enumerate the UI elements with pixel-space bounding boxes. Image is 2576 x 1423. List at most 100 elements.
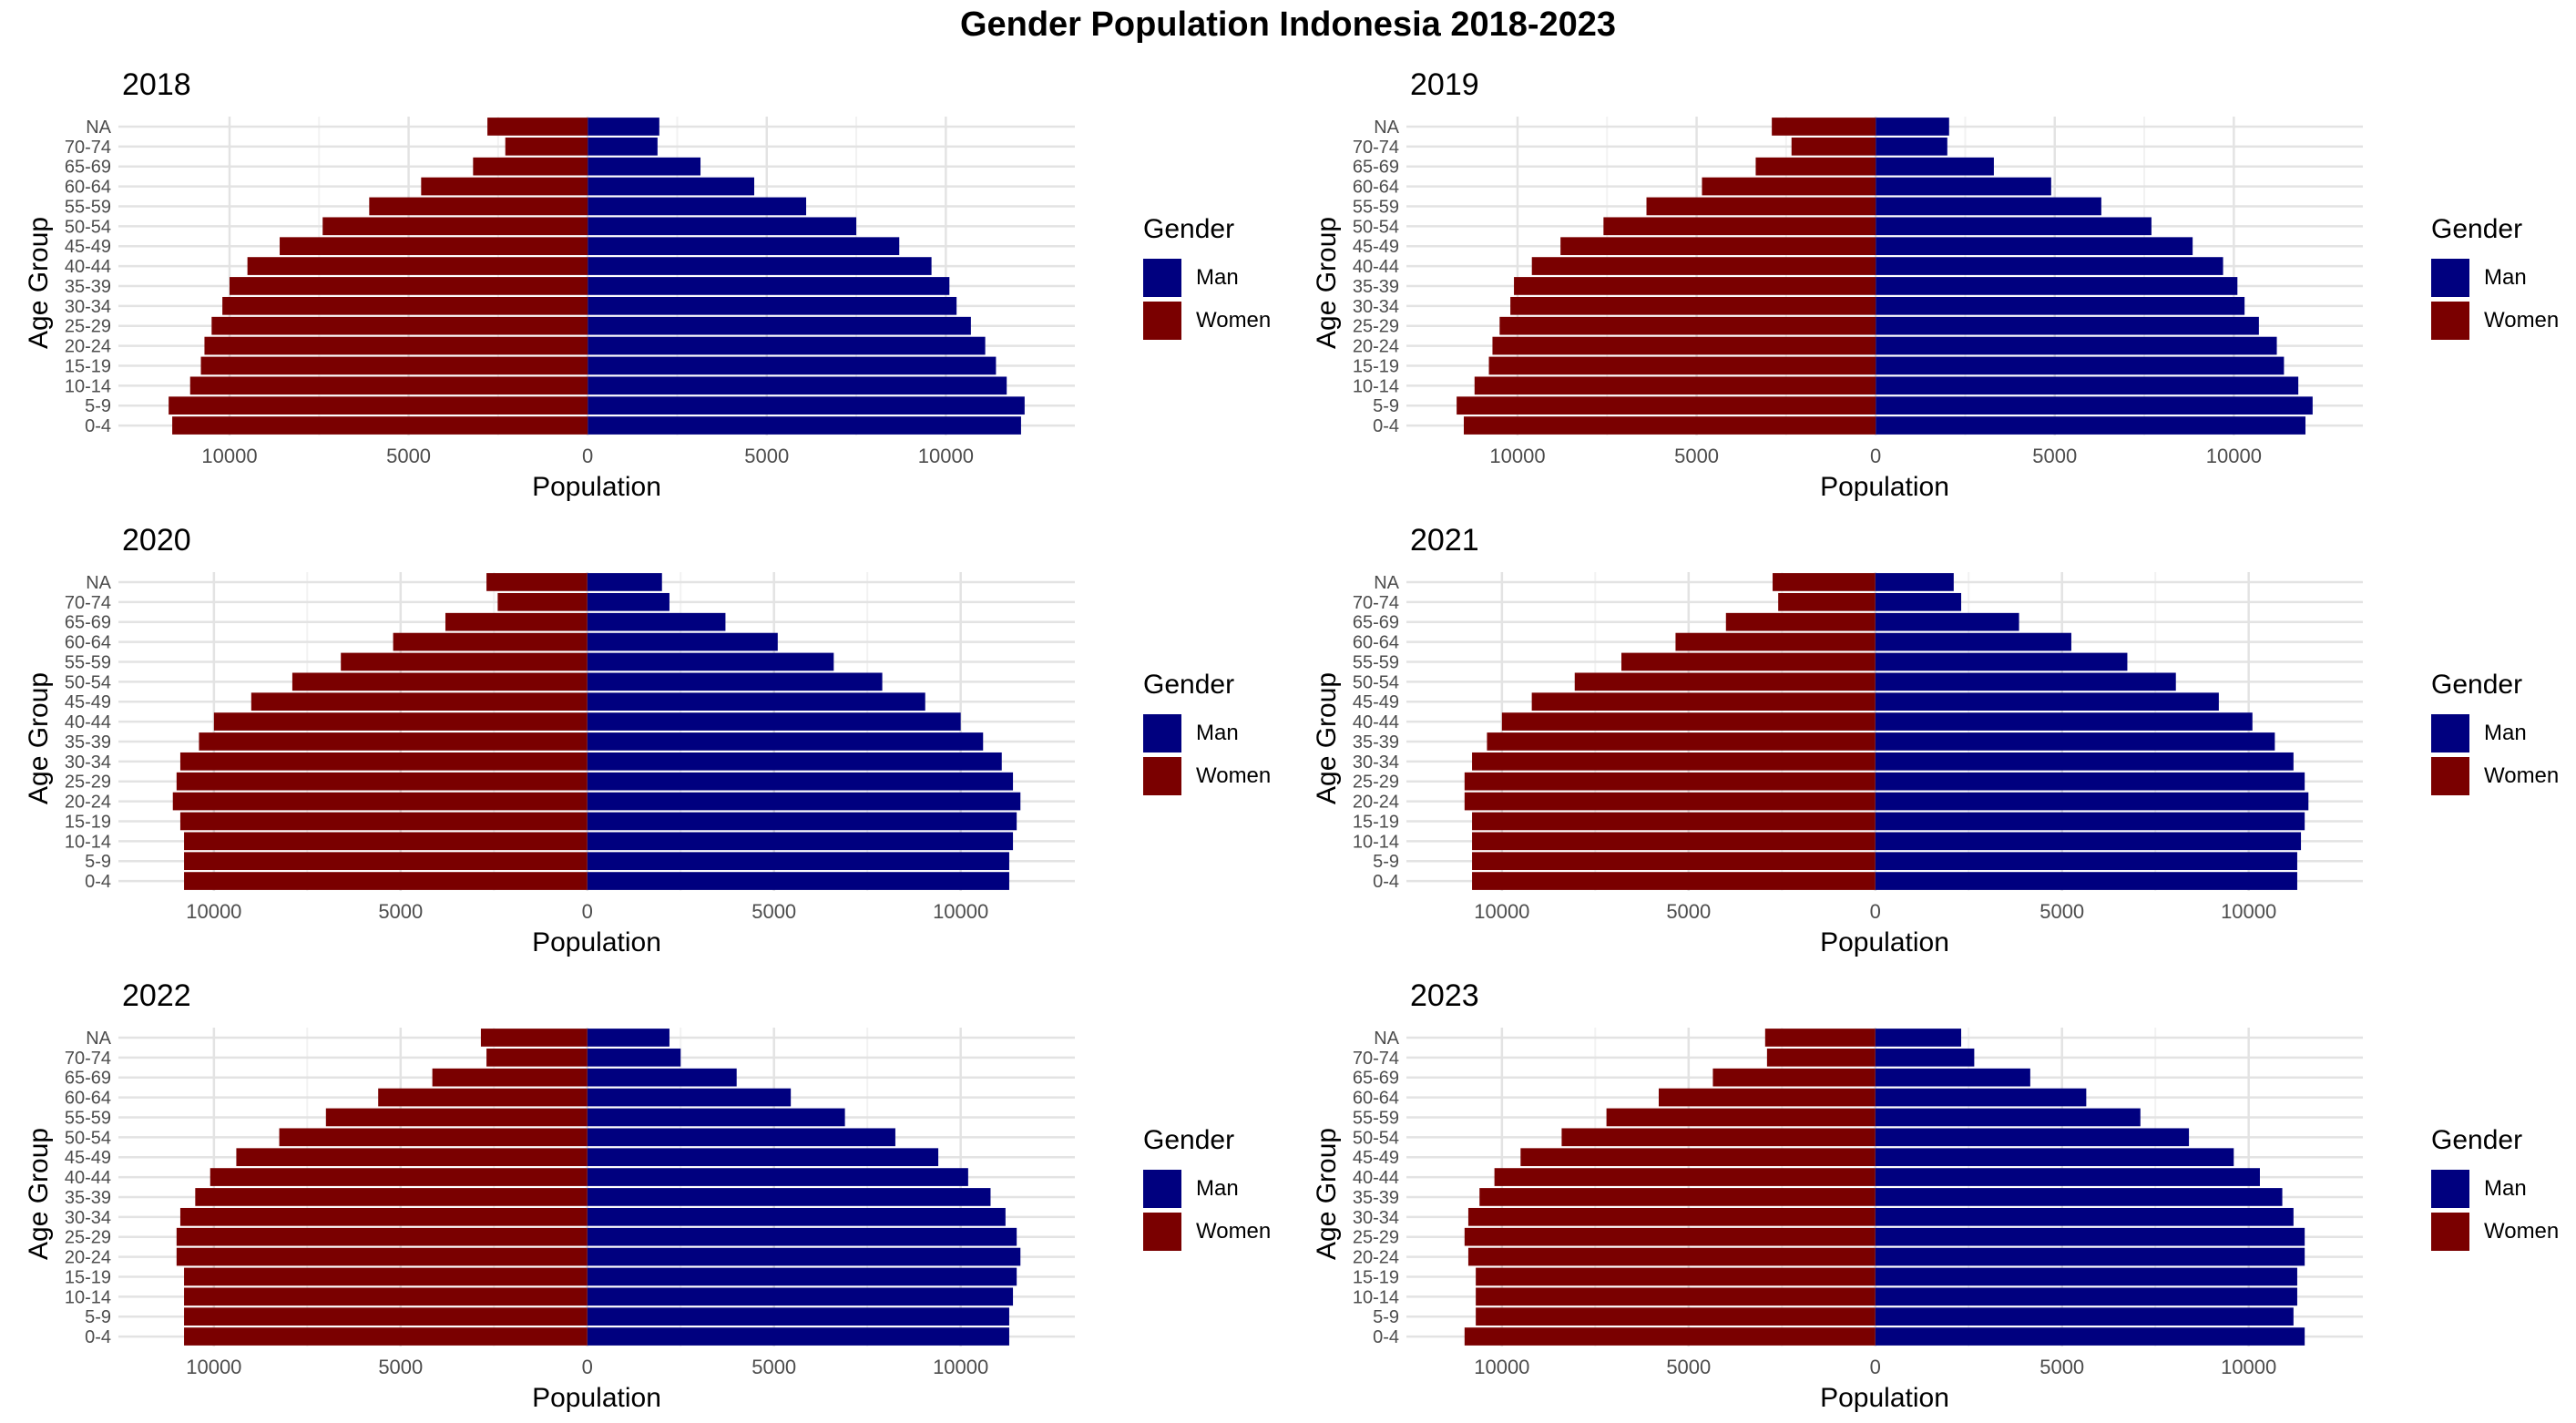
bar-man-35-39 (1875, 732, 2275, 751)
bar-women-5-9 (184, 852, 588, 871)
bar-women-55-59 (1646, 197, 1876, 216)
bar-man-40-44 (1875, 712, 2253, 731)
bar-man-65-69 (1876, 157, 1994, 176)
bar-women-55-59 (1621, 652, 1876, 671)
y-tick-label: 20-24 (1353, 337, 1399, 357)
bar-women-15-19 (200, 356, 588, 375)
bar-women-25-29 (1464, 772, 1876, 791)
bar-man-35-39 (587, 1188, 991, 1206)
bar-women-20-24 (176, 1247, 588, 1266)
bar-man-40-44 (1875, 1168, 2260, 1186)
x-tick-label: 5000 (1674, 445, 1719, 467)
bar-man-20-24 (1876, 336, 2277, 355)
x-tick-label: 10000 (933, 900, 988, 923)
x-tick-label: 5000 (2039, 1356, 2084, 1378)
bar-women-10-14 (1474, 376, 1876, 395)
legend-label: Women (1196, 1218, 1272, 1244)
bar-man-55-59 (587, 1108, 845, 1127)
y-tick-label: 5-9 (85, 396, 111, 416)
legend-item-women: Women (1143, 299, 1271, 342)
legend-item-women: Women (2431, 299, 2559, 342)
y-tick-label: 20-24 (1353, 1248, 1399, 1268)
y-tick-label: 25-29 (65, 773, 111, 793)
panel-title: 2018 (122, 67, 191, 102)
bar-man-5-9 (587, 1307, 1009, 1326)
bar-man-5-9 (1875, 1307, 2294, 1326)
bar-women-65-69 (432, 1068, 588, 1087)
bar-man-10-14 (588, 376, 1007, 395)
legend-key-women (1143, 301, 1181, 340)
bar-man-45-49 (1875, 692, 2219, 712)
y-tick-label: 20-24 (1353, 793, 1399, 813)
legend-item-women: Women (1143, 1210, 1271, 1253)
y-tick-label: 0-4 (85, 416, 111, 436)
bar-women-45-49 (1531, 692, 1876, 712)
legend-item-man: Man (1143, 712, 1271, 754)
bar-women-65-69 (445, 612, 588, 631)
x-tick-label: 10000 (2206, 445, 2262, 467)
y-tick-label: 25-29 (1353, 317, 1399, 337)
legend-title: Gender (2431, 670, 2523, 700)
y-tick-label: 5-9 (1373, 1307, 1399, 1327)
legend-key-women (2431, 301, 2469, 340)
legend: Gender Man Women (2431, 670, 2559, 797)
bar-man-15-19 (1875, 1267, 2297, 1286)
bar-women-15-19 (179, 812, 588, 831)
bar-women-0-4 (1472, 872, 1876, 890)
legend-label: Man (2484, 1175, 2527, 1201)
y-tick-label: 60-64 (65, 1089, 111, 1109)
bar-man-50-54 (1875, 1128, 2190, 1147)
legend-key-man (2431, 713, 2469, 752)
y-tick-label: 15-19 (1353, 1267, 1399, 1287)
bar-women-45-49 (280, 237, 588, 256)
y-tick-label: 10-14 (65, 1287, 111, 1307)
bar-man-50-54 (588, 217, 857, 236)
y-tick-label: 5-9 (1373, 852, 1399, 872)
bar-women-0-4 (184, 1327, 588, 1346)
bar-women-30-34 (179, 752, 588, 771)
bar-women-60-64 (1659, 1088, 1876, 1107)
bar-man-0-4 (1875, 1327, 2305, 1346)
x-axis-title: Population (1820, 927, 1949, 957)
legend-label: Man (1196, 264, 1239, 290)
x-tick-label: 0 (1870, 1356, 1881, 1378)
x-tick-label: 5000 (386, 445, 431, 467)
legend-item-man: Man (2431, 256, 2559, 299)
bar-man-15-19 (588, 356, 997, 375)
x-tick-label: 5000 (751, 1356, 796, 1378)
y-tick-label: 5-9 (85, 1307, 111, 1327)
legend-label: Women (2484, 763, 2560, 788)
main-title: Gender Population Indonesia 2018-2023 (959, 5, 1617, 44)
legend-key-women (1143, 756, 1181, 795)
bar-women-0-4 (172, 416, 588, 435)
bar-man-25-29 (588, 316, 971, 335)
bar-man-55-59 (1876, 197, 2101, 216)
bar-women-35-39 (199, 732, 588, 751)
bar-man-25-29 (587, 1227, 1017, 1246)
x-tick-label: 5000 (2032, 445, 2077, 467)
bar-man-25-29 (587, 772, 1014, 791)
bar-man-30-34 (1876, 296, 2245, 315)
bar-man-0-4 (588, 416, 1021, 435)
y-tick-label: 15-19 (1353, 356, 1399, 376)
x-axis-title: Population (532, 1383, 661, 1413)
y-tick-label: 60-64 (1353, 178, 1399, 198)
y-tick-label: NA (1374, 1029, 1399, 1049)
bar-women-5-9 (184, 1307, 588, 1326)
legend-key-man (2431, 258, 2469, 297)
legend-label: Man (1196, 720, 1239, 745)
y-tick-label: 20-24 (65, 1248, 111, 1268)
bar-man-55-59 (587, 652, 834, 671)
bar-man-15-19 (587, 812, 1017, 831)
y-tick-label: 15-19 (65, 1267, 111, 1287)
bar-women-25-29 (1464, 1227, 1876, 1246)
y-tick-label: 15-19 (65, 356, 111, 376)
y-tick-label: 40-44 (65, 257, 111, 277)
bar-women-60-64 (1702, 177, 1876, 196)
x-tick-label: 10000 (201, 445, 257, 467)
bar-women-55-59 (369, 197, 588, 216)
y-tick-label: 15-19 (65, 812, 111, 832)
y-tick-label: 0-4 (1373, 416, 1399, 436)
y-tick-label: 0-4 (1373, 1327, 1399, 1347)
bar-women-65-69 (1712, 1068, 1876, 1087)
